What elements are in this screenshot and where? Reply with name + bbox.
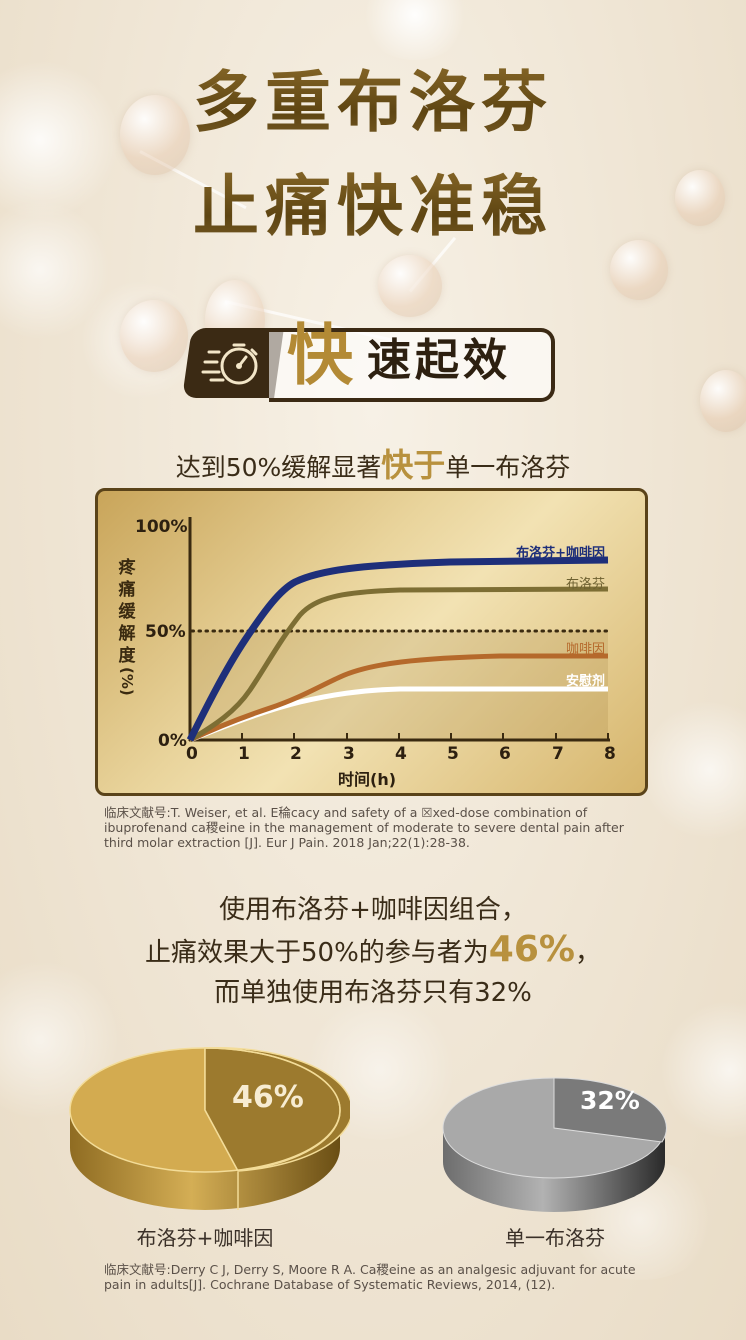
pie-chart-combo bbox=[69, 1047, 350, 1210]
pie-single-percent: 32% bbox=[580, 1086, 640, 1115]
pie-chart-single bbox=[442, 1077, 667, 1212]
stopwatch-speed-icon bbox=[201, 343, 258, 385]
pie-single-label: 单一布洛芬 bbox=[505, 1226, 605, 1250]
pie-combo-percent: 46% bbox=[232, 1080, 304, 1115]
subheading-suffix: 单一布洛芬 bbox=[445, 453, 571, 482]
fast-onset-badge: 快 速起效 bbox=[182, 317, 555, 402]
x-tick-labels: 0 1 2 3 4 5 6 7 8 bbox=[186, 744, 616, 764]
statement-highlight: 46% bbox=[488, 929, 575, 970]
badge-text: 速起效 bbox=[367, 335, 511, 386]
chart-svg bbox=[186, 517, 610, 743]
badge-highlight-char: 快 bbox=[287, 317, 353, 394]
statement-line1: 使用布洛芬+咖啡因组合， bbox=[219, 895, 527, 925]
subheading-highlight: 快于 bbox=[381, 446, 446, 484]
y-tick-100: 100% bbox=[135, 517, 188, 537]
legend-caffeine: 咖啡因 bbox=[565, 642, 605, 657]
pain-relief-line-chart: 100% 50% 0% 疼 痛 缓 解 度 (%) 0 1 2 3 4 5 6 … bbox=[95, 488, 648, 796]
statement-line3: 而单独使用布洛芬只有32% bbox=[214, 978, 532, 1008]
legend-ibuprofen: 布洛芬 bbox=[565, 577, 605, 592]
page-title-line1: 多重布洛芬 bbox=[0, 58, 746, 148]
legend-combo: 布洛芬+咖啡因 bbox=[516, 546, 605, 561]
result-statement: 使用布洛芬+咖啡因组合， 止痛效果大于50%的参与者为46%， 而单独使用布洛芬… bbox=[0, 890, 746, 1013]
reference-citation-2: 临床文献号:Derry C J, Derry S, Moore R A. Ca稷… bbox=[104, 1262, 636, 1292]
x-axis-label: 时间(h) bbox=[338, 770, 397, 789]
subheading-prefix: 达到50%缓解显著 bbox=[175, 453, 382, 482]
y-tick-50: 50% bbox=[145, 622, 186, 642]
y-axis-label: 疼 痛 缓 解 度 (%) bbox=[118, 558, 136, 696]
pie-combo-label: 布洛芬+咖啡因 bbox=[136, 1226, 274, 1250]
chart-subheading: 达到50%缓解显著快于单一布洛芬 bbox=[0, 440, 746, 486]
y-tick-0: 0% bbox=[158, 731, 187, 751]
reference-citation-1: 临床文献号:T. Weiser, et al. E稐cacy and safet… bbox=[104, 805, 624, 850]
page-title-line2: 止痛快准稳 bbox=[0, 162, 746, 252]
badge-outline-box bbox=[269, 328, 555, 402]
legend-placebo: 安慰剂 bbox=[565, 674, 605, 689]
statement-line2: 止痛效果大于50%的参与者为46%， bbox=[145, 929, 601, 970]
